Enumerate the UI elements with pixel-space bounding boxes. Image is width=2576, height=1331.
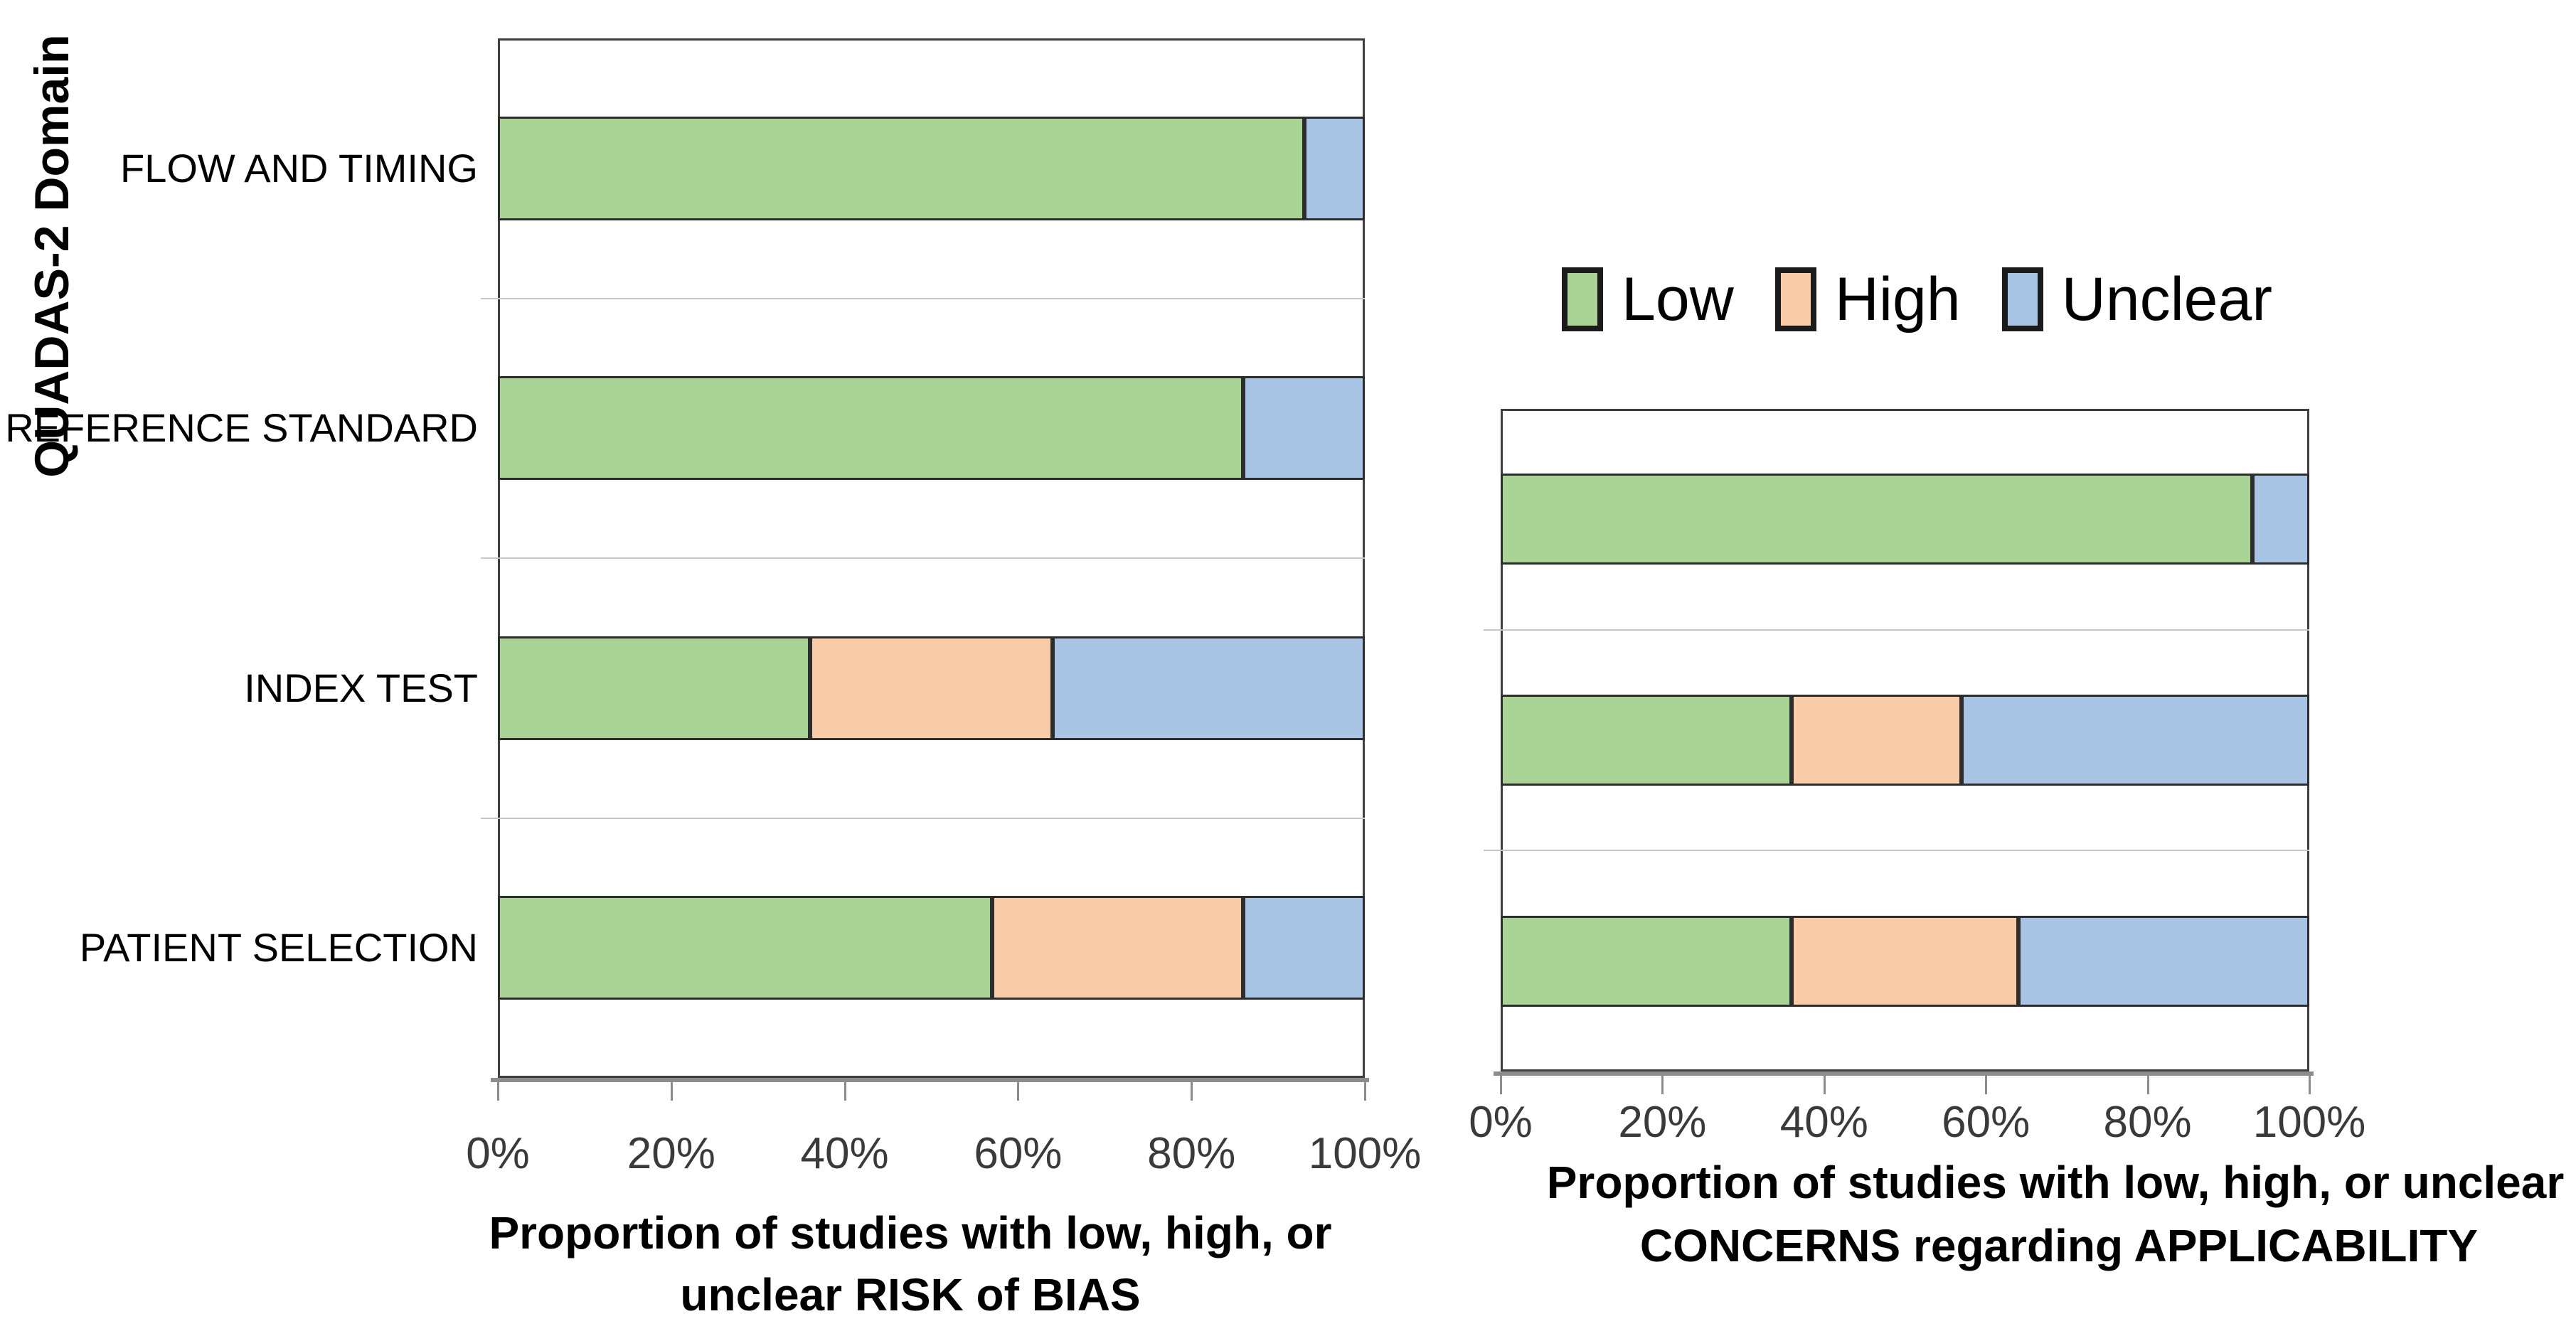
left-category-label: PATIENT SELECTION — [79, 925, 478, 971]
right-bar-segment-unclear — [2018, 915, 2309, 1007]
right-row-gridline — [1484, 850, 2309, 852]
right-x-axis-tick — [2146, 1076, 2149, 1094]
left-x-tick-label: 20% — [627, 1129, 715, 1178]
right-x-axis-tick — [1985, 1076, 1988, 1094]
left-row-gridline — [481, 557, 1365, 559]
left-x-tick-label: 100% — [1308, 1129, 1422, 1178]
left-x-axis-tick — [670, 1082, 673, 1101]
left-bar-segment-unclear — [1304, 116, 1365, 220]
right-bar-segment-high — [1792, 695, 1962, 786]
right-row-gridline — [1484, 629, 2309, 631]
legend-item-low: Low — [1562, 267, 1734, 331]
left-bar-segment-high — [809, 636, 1053, 740]
left-x-axis-title-line1: Proportion of studies with low, high, or — [489, 1207, 1332, 1258]
left-category-label: INDEX TEST — [244, 665, 478, 710]
right-x-axis-tick — [1500, 1076, 1502, 1094]
right-x-tick-label: 100% — [2252, 1098, 2366, 1147]
left-x-axis-line — [491, 1078, 1369, 1082]
left-row-gridline — [481, 817, 1365, 819]
left-bar-segment-low — [498, 896, 992, 1000]
left-x-tick-label: 0% — [466, 1129, 530, 1178]
right-x-axis-tick — [1661, 1076, 1664, 1094]
high-swatch-icon — [1774, 267, 1816, 331]
left-x-axis-tick — [497, 1082, 499, 1101]
left-x-tick-label: 60% — [974, 1129, 1063, 1178]
left-x-axis-title-line2: unclear RISK of BIAS — [680, 1269, 1141, 1320]
right-bar-segment-low — [1501, 695, 1792, 786]
left-x-axis-tick — [1364, 1082, 1366, 1101]
left-x-tick-label: 40% — [800, 1129, 889, 1178]
legend: Low High Unclear — [1562, 267, 2272, 331]
right-x-tick-label: 20% — [1618, 1098, 1707, 1147]
left-x-tick-label: 80% — [1147, 1129, 1236, 1178]
right-bar-segment-unclear — [2252, 474, 2309, 565]
left-bar-segment-low — [498, 636, 810, 740]
legend-item-unclear: Unclear — [2001, 265, 2272, 333]
right-x-axis-line — [1494, 1071, 2314, 1076]
low-swatch-icon — [1562, 267, 1603, 331]
left-bar-segment-high — [991, 896, 1244, 1000]
left-bar-segment-unclear — [1053, 636, 1365, 740]
right-x-axis-title-line2: CONCERNS regarding APPLICABILITY — [1639, 1220, 2479, 1271]
right-x-tick-label: 40% — [1779, 1098, 1868, 1147]
legend-label-high: High — [1834, 265, 1961, 333]
right-x-tick-label: 60% — [1942, 1098, 2031, 1147]
right-x-tick-label: 80% — [2103, 1098, 2192, 1147]
right-x-axis-title-line1: Proportion of studies with low, high, or… — [1546, 1157, 2565, 1208]
legend-item-high: High — [1774, 265, 1961, 333]
legend-label-low: Low — [1622, 265, 1734, 333]
left-x-axis-tick — [1017, 1082, 1020, 1101]
left-bar-segment-low — [498, 116, 1304, 220]
right-bar-segment-unclear — [1962, 695, 2309, 786]
right-bar-segment-low — [1501, 915, 1792, 1007]
right-x-tick-label: 0% — [1469, 1098, 1533, 1147]
right-x-axis-tick — [2309, 1076, 2311, 1094]
left-category-label: REFERENCE STANDARD — [5, 405, 478, 451]
right-bar-segment-high — [1792, 915, 2018, 1007]
left-bar-segment-unclear — [1243, 896, 1365, 1000]
left-bar-segment-unclear — [1243, 376, 1365, 481]
left-row-gridline — [481, 297, 1365, 299]
left-bar-segment-low — [498, 376, 1244, 481]
unclear-swatch-icon — [2001, 267, 2043, 331]
right-bar-segment-low — [1501, 474, 2253, 565]
legend-label-unclear: Unclear — [2061, 265, 2272, 333]
left-x-axis-tick — [843, 1082, 846, 1101]
right-x-axis-tick — [1823, 1076, 1826, 1094]
left-x-axis-tick — [1191, 1082, 1193, 1101]
left-category-label: FLOW AND TIMING — [120, 145, 478, 191]
